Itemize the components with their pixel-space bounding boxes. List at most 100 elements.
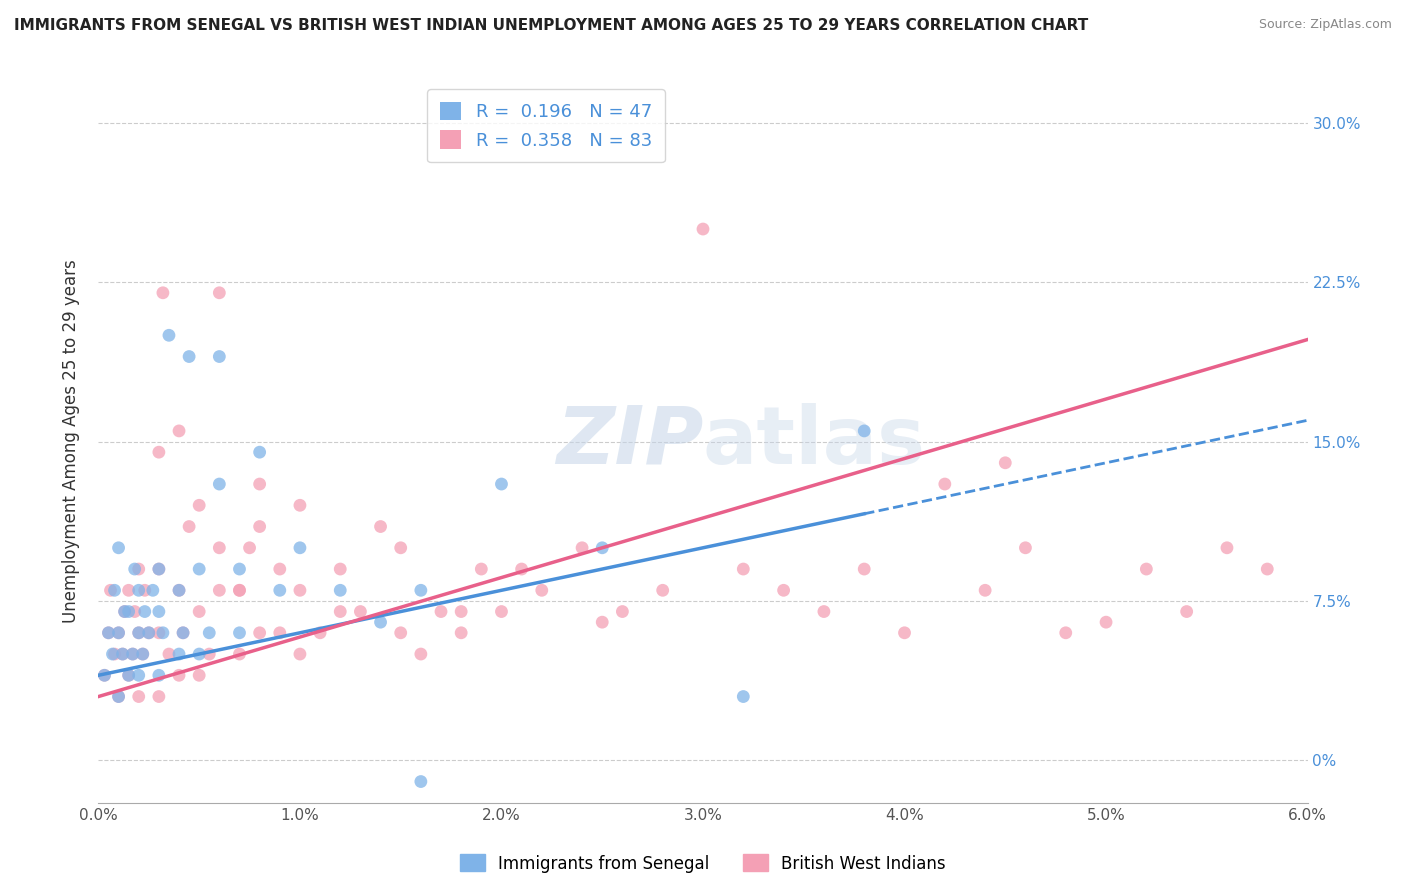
Point — [349, 605, 371, 619]
Point — [121, 647, 143, 661]
Point — [269, 562, 291, 576]
Point — [813, 605, 835, 619]
Point — [148, 625, 170, 640]
Point — [128, 562, 150, 576]
Point — [107, 541, 129, 555]
Point — [239, 541, 262, 555]
Point — [118, 668, 141, 682]
Point — [893, 625, 915, 640]
Point — [114, 605, 136, 619]
Point — [450, 605, 472, 619]
Point — [132, 647, 155, 661]
Point — [1216, 541, 1239, 555]
Point — [138, 625, 160, 640]
Point — [853, 424, 876, 438]
Point — [172, 625, 194, 640]
Point — [124, 562, 146, 576]
Point — [157, 328, 180, 343]
Point — [167, 668, 190, 682]
Point — [134, 583, 156, 598]
Point — [1256, 562, 1278, 576]
Point — [107, 690, 129, 704]
Point — [179, 519, 201, 533]
Point — [93, 668, 115, 682]
Point — [107, 625, 129, 640]
Point — [249, 519, 271, 533]
Point — [1175, 605, 1198, 619]
Point — [409, 647, 432, 661]
Point — [491, 477, 513, 491]
Point — [107, 625, 129, 640]
Point — [198, 647, 221, 661]
Point — [249, 477, 271, 491]
Point — [148, 690, 170, 704]
Point — [132, 647, 155, 661]
Text: atlas: atlas — [703, 402, 927, 481]
Point — [152, 625, 174, 640]
Point — [208, 541, 231, 555]
Point — [288, 647, 311, 661]
Text: IMMIGRANTS FROM SENEGAL VS BRITISH WEST INDIAN UNEMPLOYMENT AMONG AGES 25 TO 29 : IMMIGRANTS FROM SENEGAL VS BRITISH WEST … — [14, 18, 1088, 33]
Point — [208, 350, 231, 364]
Point — [269, 583, 291, 598]
Point — [152, 285, 174, 300]
Point — [288, 541, 311, 555]
Text: ZIP: ZIP — [555, 402, 703, 481]
Point — [172, 625, 194, 640]
Point — [208, 583, 231, 598]
Point — [692, 222, 714, 236]
Point — [389, 541, 412, 555]
Point — [114, 605, 136, 619]
Point — [103, 583, 125, 598]
Point — [128, 625, 150, 640]
Point — [134, 605, 156, 619]
Point — [128, 668, 150, 682]
Point — [389, 625, 412, 640]
Point — [118, 583, 141, 598]
Point — [188, 668, 211, 682]
Point — [370, 615, 392, 630]
Point — [772, 583, 794, 598]
Point — [107, 690, 129, 704]
Point — [1014, 541, 1036, 555]
Point — [228, 583, 250, 598]
Point — [97, 625, 120, 640]
Point — [994, 456, 1017, 470]
Point — [651, 583, 673, 598]
Point — [228, 583, 250, 598]
Text: Source: ZipAtlas.com: Source: ZipAtlas.com — [1258, 18, 1392, 31]
Point — [571, 541, 593, 555]
Point — [208, 477, 231, 491]
Point — [409, 583, 432, 598]
Point — [128, 625, 150, 640]
Point — [269, 625, 291, 640]
Point — [118, 605, 141, 619]
Point — [288, 498, 311, 512]
Point — [934, 477, 956, 491]
Point — [1135, 562, 1157, 576]
Point — [93, 668, 115, 682]
Point — [124, 605, 146, 619]
Point — [1054, 625, 1077, 640]
Point — [591, 541, 613, 555]
Point — [228, 562, 250, 576]
Point — [612, 605, 634, 619]
Point — [188, 647, 211, 661]
Point — [188, 605, 211, 619]
Point — [491, 605, 513, 619]
Point — [148, 562, 170, 576]
Point — [470, 562, 492, 576]
Point — [157, 647, 180, 661]
Point — [208, 285, 231, 300]
Y-axis label: Unemployment Among Ages 25 to 29 years: Unemployment Among Ages 25 to 29 years — [62, 260, 80, 624]
Point — [510, 562, 533, 576]
Point — [97, 625, 120, 640]
Point — [167, 647, 190, 661]
Point — [111, 647, 134, 661]
Point — [100, 583, 122, 598]
Point — [101, 647, 124, 661]
Point — [118, 668, 141, 682]
Point — [142, 583, 165, 598]
Point — [974, 583, 997, 598]
Point — [733, 562, 755, 576]
